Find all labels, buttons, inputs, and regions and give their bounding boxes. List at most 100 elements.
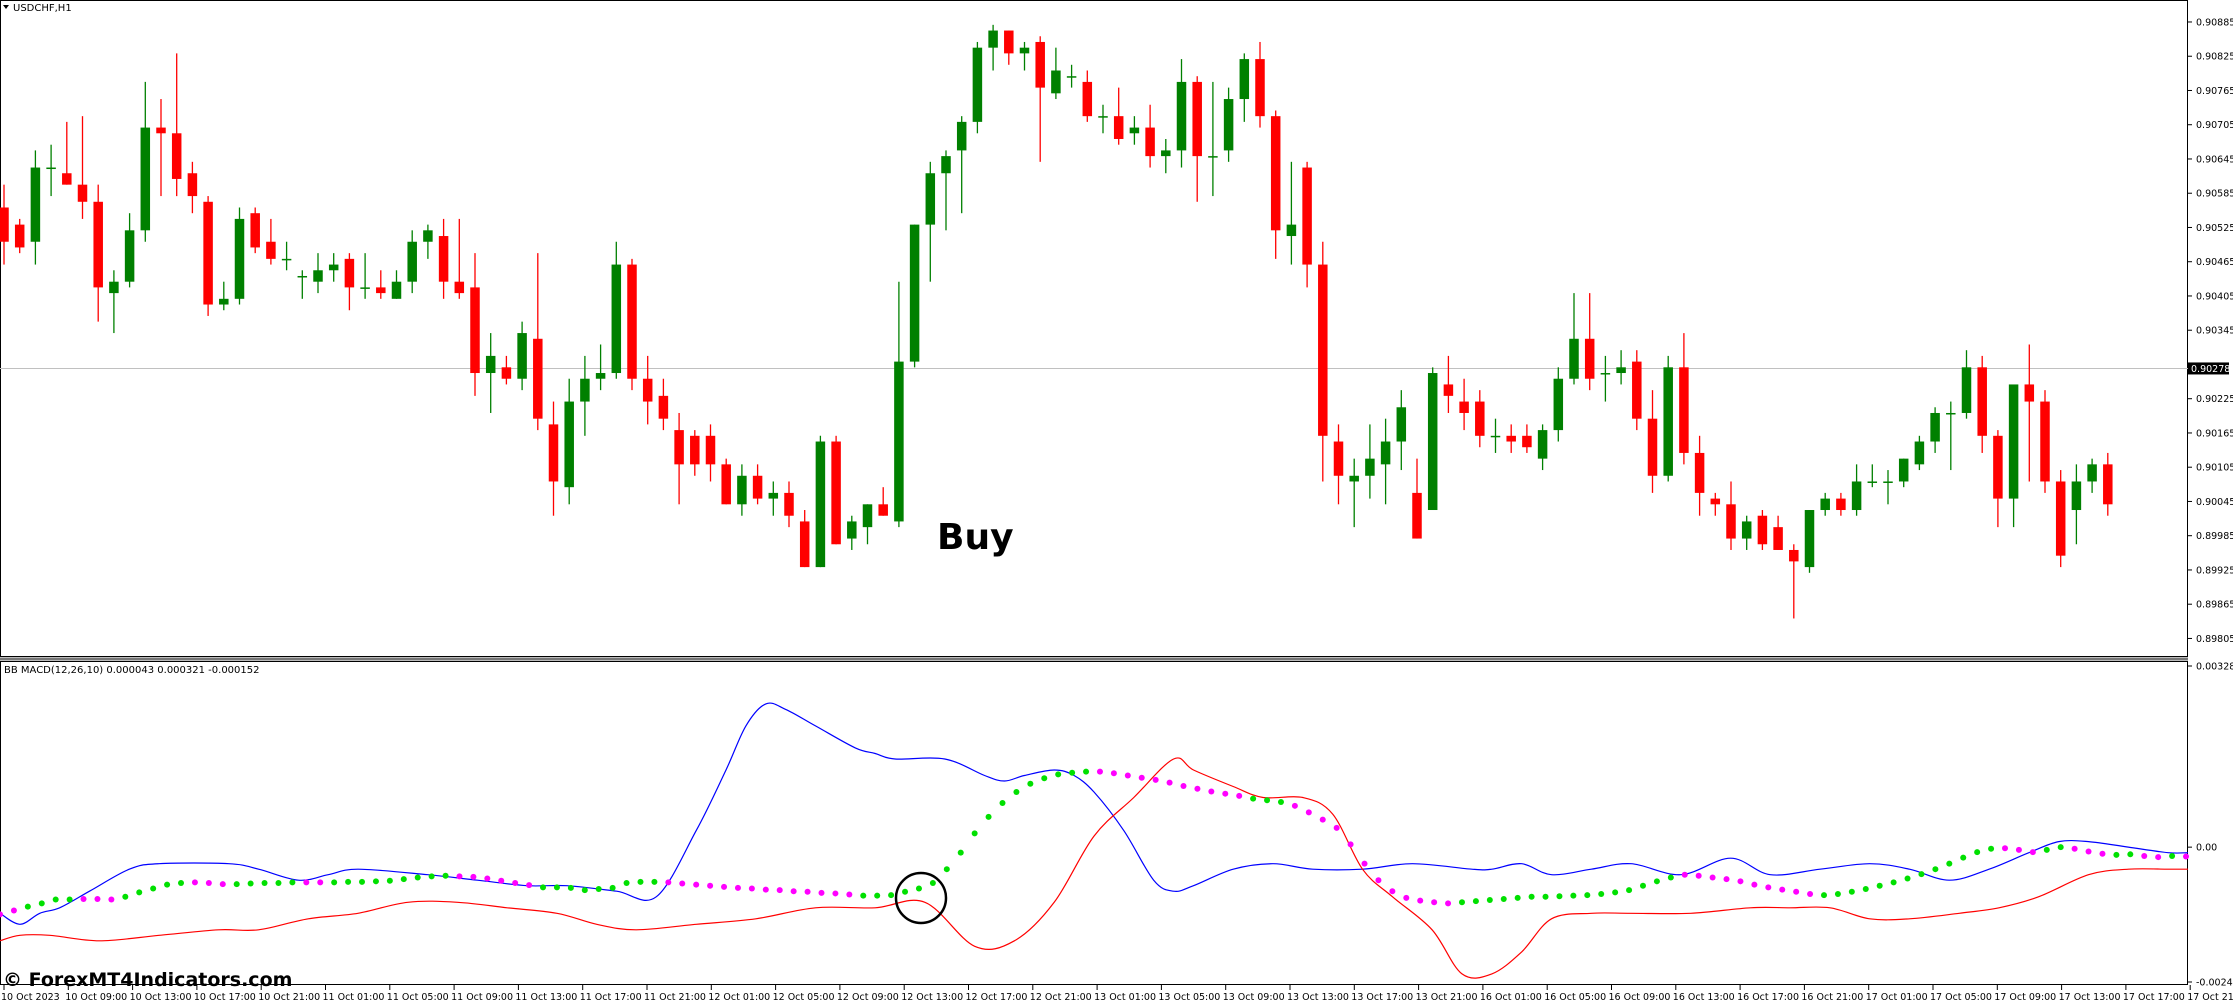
candle (1302, 161, 1312, 288)
candle (580, 355, 590, 436)
candle-body (1757, 515, 1768, 545)
candle-body (799, 521, 810, 568)
macd-dot (804, 888, 811, 895)
candle-body (124, 230, 135, 282)
time-tick-label: 16 Oct 13:00 (1673, 992, 1735, 1003)
time-tick-label: 17 Oct 17:00 (2123, 992, 2185, 1003)
candle (1836, 492, 1846, 516)
candle-body (281, 258, 292, 261)
macd-dot (874, 892, 881, 899)
candle (752, 464, 763, 505)
macd-tick-label: 0.00 (2196, 843, 2217, 854)
macd-dot (790, 888, 797, 895)
candle (109, 270, 119, 334)
candle-body (784, 492, 794, 516)
candle (831, 435, 841, 545)
candle (894, 281, 904, 528)
macd-dot (38, 900, 45, 907)
candle-body (1365, 458, 1375, 476)
candle (1993, 430, 2003, 528)
candle-body (376, 287, 386, 294)
candle (156, 99, 166, 197)
candle-body (862, 504, 873, 528)
macd-dot (1500, 895, 1507, 902)
candle-body (1004, 30, 1014, 54)
macd-dot (957, 849, 964, 856)
macd-dot (1862, 886, 1869, 893)
macd-dot (1570, 892, 1577, 899)
candle (1333, 424, 1344, 505)
watermark: © ForexMT4Indicators.com (3, 969, 292, 991)
candle-body (595, 373, 606, 379)
candle (1961, 350, 1972, 419)
macd-dot (567, 884, 574, 891)
macd-dot (748, 885, 755, 892)
candle-body (1710, 498, 1721, 505)
candle (124, 213, 135, 288)
macd-dot (136, 889, 143, 896)
candle (1757, 510, 1768, 550)
candle-body (1789, 549, 1799, 562)
candle-body (1051, 70, 1061, 94)
candle (438, 218, 449, 299)
macd-dot (1236, 792, 1243, 799)
bb-lower-band-line (0, 757, 2188, 979)
bb-upper-band-line (0, 702, 2189, 925)
current-price-label: 0.90278 (2191, 364, 2230, 375)
time-tick-label: 17 Oct 05:00 (1930, 992, 1992, 1003)
candle-body (1726, 504, 1736, 539)
candle-body (1333, 441, 1344, 476)
candle-body (1318, 264, 1328, 436)
macd-dot (2169, 852, 2176, 859)
price-tick-label: 0.90765 (2196, 86, 2233, 97)
candle-body (925, 173, 936, 225)
candle-body (988, 30, 998, 48)
candle-body (1192, 81, 1202, 157)
candle-body (1113, 116, 1124, 139)
candle-body (77, 184, 88, 202)
macd-dot (1264, 797, 1271, 804)
macd-dot (108, 896, 115, 903)
candle (862, 504, 873, 545)
candle-body (1161, 150, 1171, 157)
macd-dot (846, 891, 853, 898)
candle (1475, 390, 1485, 448)
candle (1804, 510, 1815, 573)
candle (941, 150, 951, 231)
macd-dot (261, 879, 268, 886)
candle-body (2055, 481, 2066, 556)
macd-dot (1653, 878, 1660, 885)
candle-body (690, 435, 700, 465)
candle-body (62, 173, 72, 185)
candle-body (1506, 435, 1516, 442)
dropdown-triangle-icon[interactable] (3, 5, 9, 9)
macd-dot (1222, 790, 1229, 797)
candle (1051, 47, 1061, 100)
candle (376, 270, 386, 299)
candle-body (203, 201, 213, 305)
candle-body (517, 333, 527, 379)
macd-dot (1208, 788, 1215, 795)
macd-dot (66, 896, 73, 903)
candle (423, 224, 433, 259)
time-tick-label: 13 Oct 05:00 (1158, 992, 1220, 1003)
time-tick-label: 10 Oct 09:00 (65, 992, 127, 1003)
macd-dot (1793, 888, 1800, 895)
macd-dot (1458, 899, 1465, 906)
time-tick-label: 13 Oct 09:00 (1223, 992, 1285, 1003)
time-tick-label: 16 Oct 17:00 (1737, 992, 1799, 1003)
price-tick-label: 0.90885 (2196, 17, 2233, 28)
macd-dot (1110, 770, 1117, 777)
candle (1019, 41, 1030, 71)
candle (2040, 390, 2050, 493)
candle (1412, 458, 1422, 539)
candle-body (972, 47, 983, 122)
time-tick-label: 17 Oct 09:00 (1994, 992, 2056, 1003)
candle-body (2040, 401, 2050, 482)
macd-dot (637, 878, 644, 885)
macd-dot (178, 879, 185, 886)
macd-dot (317, 879, 324, 886)
candle (46, 144, 56, 197)
macd-dot (1528, 893, 1535, 900)
